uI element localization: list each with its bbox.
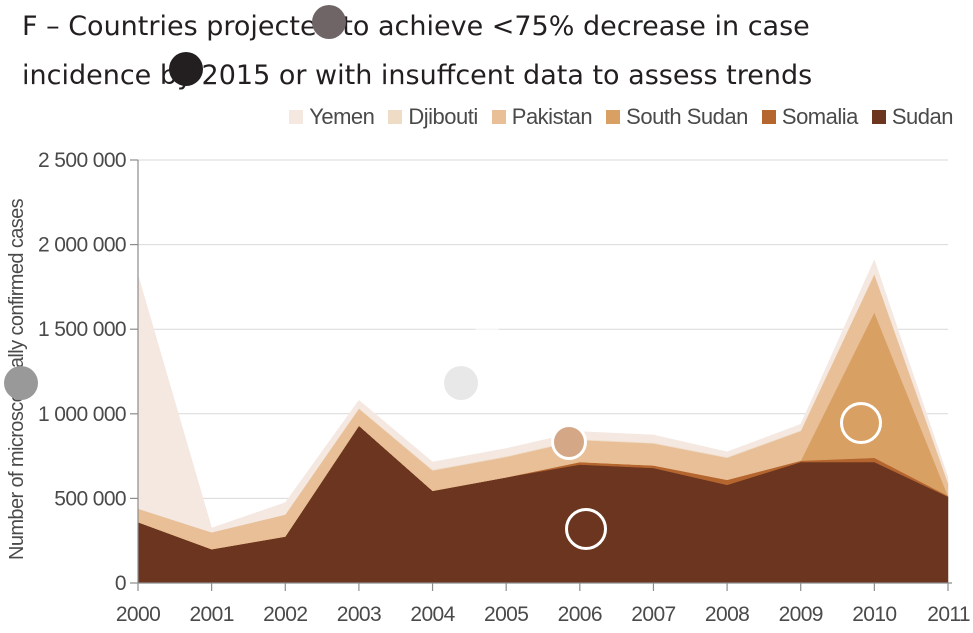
legend-item-yemen: Yemen: [289, 104, 375, 130]
x-tick-labels: 2000 2001 2002 2003 2004 2005 2006 2007 2008 2009…: [116, 603, 971, 626]
y-tick-label-3: 1 500 000: [38, 318, 126, 341]
y-tick-label-4: 2 000 000: [38, 234, 126, 257]
axes: [130, 159, 952, 591]
x-tick-label-2007: 2007: [631, 603, 675, 626]
overlay-dot-pale: [444, 366, 478, 400]
x-tick-label-2002: 2002: [263, 603, 307, 626]
legend-item-south-sudan: South Sudan: [606, 104, 748, 130]
legend-swatch-djibouti: [388, 110, 403, 124]
legend-swatch-sudan: [871, 110, 886, 124]
overlay-ring-white-sudan: [565, 508, 607, 550]
legend-swatch-south-sudan: [606, 110, 621, 124]
legend-label-yemen: Yemen: [309, 104, 375, 129]
x-tick-label-2011: 2011: [927, 603, 970, 626]
legend-label-djibouti: Djibouti: [408, 104, 478, 129]
legend-swatch-pakistan: [491, 110, 506, 124]
legend-label-sudan: Sudan: [891, 104, 954, 129]
chart-legend: Yemen Djibouti Pakistan South Sudan Soma…: [289, 104, 954, 130]
y-tick-label-5: 2 500 000: [38, 149, 126, 172]
legend-label-south-sudan: South Sudan: [626, 104, 748, 129]
legend-label-pakistan: Pakistan: [511, 104, 593, 129]
x-tick-label-2006: 2006: [558, 603, 602, 626]
overlay-dot-gray: [312, 5, 346, 39]
chart-title-line-1: F – Countries projected to achieve <75% …: [22, 11, 810, 42]
legend-swatch-yemen: [289, 110, 304, 124]
chart-title: F – Countries projected to achieve <75% …: [22, 2, 962, 100]
legend-item-sudan: Sudan: [871, 104, 954, 130]
area-series-group: [137, 259, 949, 584]
x-tick-label-2004: 2004: [410, 603, 455, 626]
legend-swatch-somalia: [761, 110, 776, 124]
x-tick-label-2009: 2009: [779, 603, 823, 626]
x-tick-label-2001: 2001: [189, 603, 233, 626]
legend-label-somalia: Somalia: [781, 104, 858, 129]
overlay-ring-tan: [551, 424, 587, 460]
x-tick-label-2005: 2005: [484, 603, 528, 626]
overlay-ring-white-south-sudan: [840, 402, 882, 444]
legend-item-djibouti: Djibouti: [388, 104, 478, 130]
y-tick-label-0: 0: [115, 572, 126, 595]
legend-item-somalia: Somalia: [761, 104, 858, 130]
x-tick-label-2010: 2010: [852, 603, 896, 626]
area-series-yemen: [137, 259, 949, 533]
legend-item-pakistan: Pakistan: [491, 104, 593, 130]
x-tick-label-2008: 2008: [705, 603, 749, 626]
x-tick-label-2003: 2003: [337, 603, 381, 626]
overlay-dot-dark: [169, 52, 203, 86]
overlay-dot-light-gray: [4, 366, 38, 400]
overlay-dot-pale-faint: [470, 300, 504, 334]
chart-title-line-2: incidence by 2015 or with insuffcent dat…: [22, 60, 813, 91]
y-tick-labels: 0 500 000 1 000 000 1 500 000 2 000 000 2 500…: [38, 149, 127, 595]
x-tick-label-2000: 2000: [116, 603, 160, 626]
y-tick-label-2: 1 000 000: [38, 403, 126, 426]
y-tick-label-1: 500 000: [54, 487, 126, 510]
